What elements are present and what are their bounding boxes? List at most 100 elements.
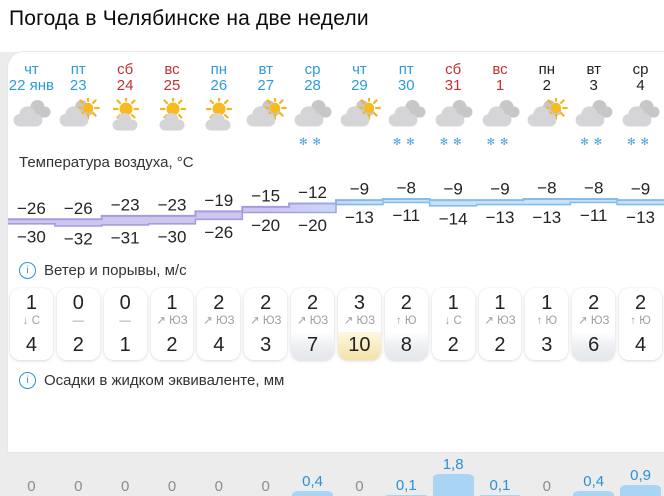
- wind-direction-arrow-label: ↓ С: [10, 314, 53, 328]
- temperature-chart: −26−30−26−32−23−31−23−30−19−26−15−20−12−…: [8, 174, 664, 260]
- wind-direction-arrow-label: ↗ ЮЗ: [572, 314, 615, 328]
- wind-speed-value: 3: [338, 292, 381, 314]
- precip-column: 1,8: [430, 396, 477, 496]
- svg-text:−11: −11: [580, 206, 608, 225]
- svg-text:−26: −26: [204, 223, 233, 242]
- svg-text:−8: −8: [584, 179, 603, 198]
- precip-value-label: 0: [102, 478, 149, 495]
- svg-text:−11: −11: [392, 206, 420, 225]
- svg-text:−9: −9: [631, 180, 650, 199]
- precip-column: 0: [102, 396, 149, 496]
- precip-column: 0: [149, 396, 196, 496]
- wind-speed-value: 2: [291, 292, 334, 314]
- sunny-weather-icon: [195, 98, 242, 138]
- cloudy-snow-weather-icon: [289, 98, 336, 138]
- wind-direction-none: —: [57, 314, 100, 328]
- precip-column: 0: [8, 396, 55, 496]
- weekday-label: ср: [289, 62, 336, 78]
- svg-text:−9: −9: [350, 180, 369, 199]
- wind-gust-value: 8: [385, 332, 428, 360]
- sunny-weather-icon: [149, 98, 196, 138]
- date-label: 4: [617, 78, 664, 94]
- wind-speed-value: 1: [10, 292, 53, 314]
- wind-speed-value: 1: [151, 292, 194, 314]
- svg-text:−14: −14: [439, 209, 468, 228]
- wind-direction-arrow-label: ↑ Ю: [619, 314, 662, 328]
- svg-text:−15: −15: [251, 186, 280, 205]
- svg-text:−13: −13: [486, 208, 515, 227]
- cloudy-snow-weather-icon: [617, 98, 664, 138]
- date-label: 26: [195, 78, 242, 94]
- precip-column: 0: [242, 396, 289, 496]
- date-label: 28: [289, 78, 336, 94]
- precip-value-label: 0,1: [477, 477, 524, 494]
- wind-speed-value: 1: [525, 292, 568, 314]
- date-label: 31: [430, 78, 477, 94]
- svg-text:−30: −30: [158, 227, 187, 246]
- weekday-label: пн: [523, 62, 570, 78]
- precip-column: 0: [55, 396, 102, 496]
- weekday-label: чт: [8, 62, 55, 78]
- wind-gust-value: 6: [572, 332, 615, 360]
- wind-card: 0—2: [57, 288, 100, 360]
- precip-column: 0,9: [617, 396, 664, 496]
- svg-text:−32: −32: [64, 230, 93, 249]
- wind-direction-arrow-label: ↗ ЮЗ: [197, 314, 240, 328]
- precip-value-label: 0,4: [570, 473, 617, 490]
- svg-text:−23: −23: [111, 195, 140, 214]
- weekday-label: чт: [336, 62, 383, 78]
- partly-weather-icon: [523, 98, 570, 138]
- precip-column: 0,1: [383, 396, 430, 496]
- svg-text:−26: −26: [64, 199, 93, 218]
- weekday-label: вт: [570, 62, 617, 78]
- wind-direction-arrow-label: ↓ С: [432, 314, 475, 328]
- wind-speed-value: 0: [104, 292, 147, 314]
- wind-gust-value: 10: [338, 332, 381, 360]
- svg-text:−9: −9: [490, 180, 509, 199]
- date-label: 25: [149, 78, 196, 94]
- snowflakes-icon: ✻✻: [477, 137, 524, 151]
- precip-section-title: Осадки в жидком эквиваленте, мм: [44, 372, 284, 389]
- precip-section-label: i Осадки в жидком эквиваленте, мм: [19, 372, 284, 389]
- wind-direction-arrow-label: ↗ ЮЗ: [244, 314, 287, 328]
- wind-column: 0—2: [55, 288, 102, 360]
- snowflakes-icon: ✻✻: [430, 137, 477, 151]
- wind-direction-none: —: [104, 314, 147, 328]
- precip-bar: [292, 491, 333, 496]
- wind-column: 3↗ ЮЗ 10: [336, 288, 383, 360]
- date-label: 27: [242, 78, 289, 94]
- wind-direction-arrow-label: ↗ ЮЗ: [338, 314, 381, 328]
- info-icon[interactable]: i: [19, 262, 36, 279]
- wind-speed-value: 2: [244, 292, 287, 314]
- wind-direction-arrow-label: ↑ Ю: [525, 314, 568, 328]
- precip-column: 0,4: [570, 396, 617, 496]
- info-icon[interactable]: i: [19, 372, 36, 389]
- precip-column: 0: [336, 396, 383, 496]
- svg-text:−13: −13: [345, 208, 374, 227]
- date-label: 3: [570, 78, 617, 94]
